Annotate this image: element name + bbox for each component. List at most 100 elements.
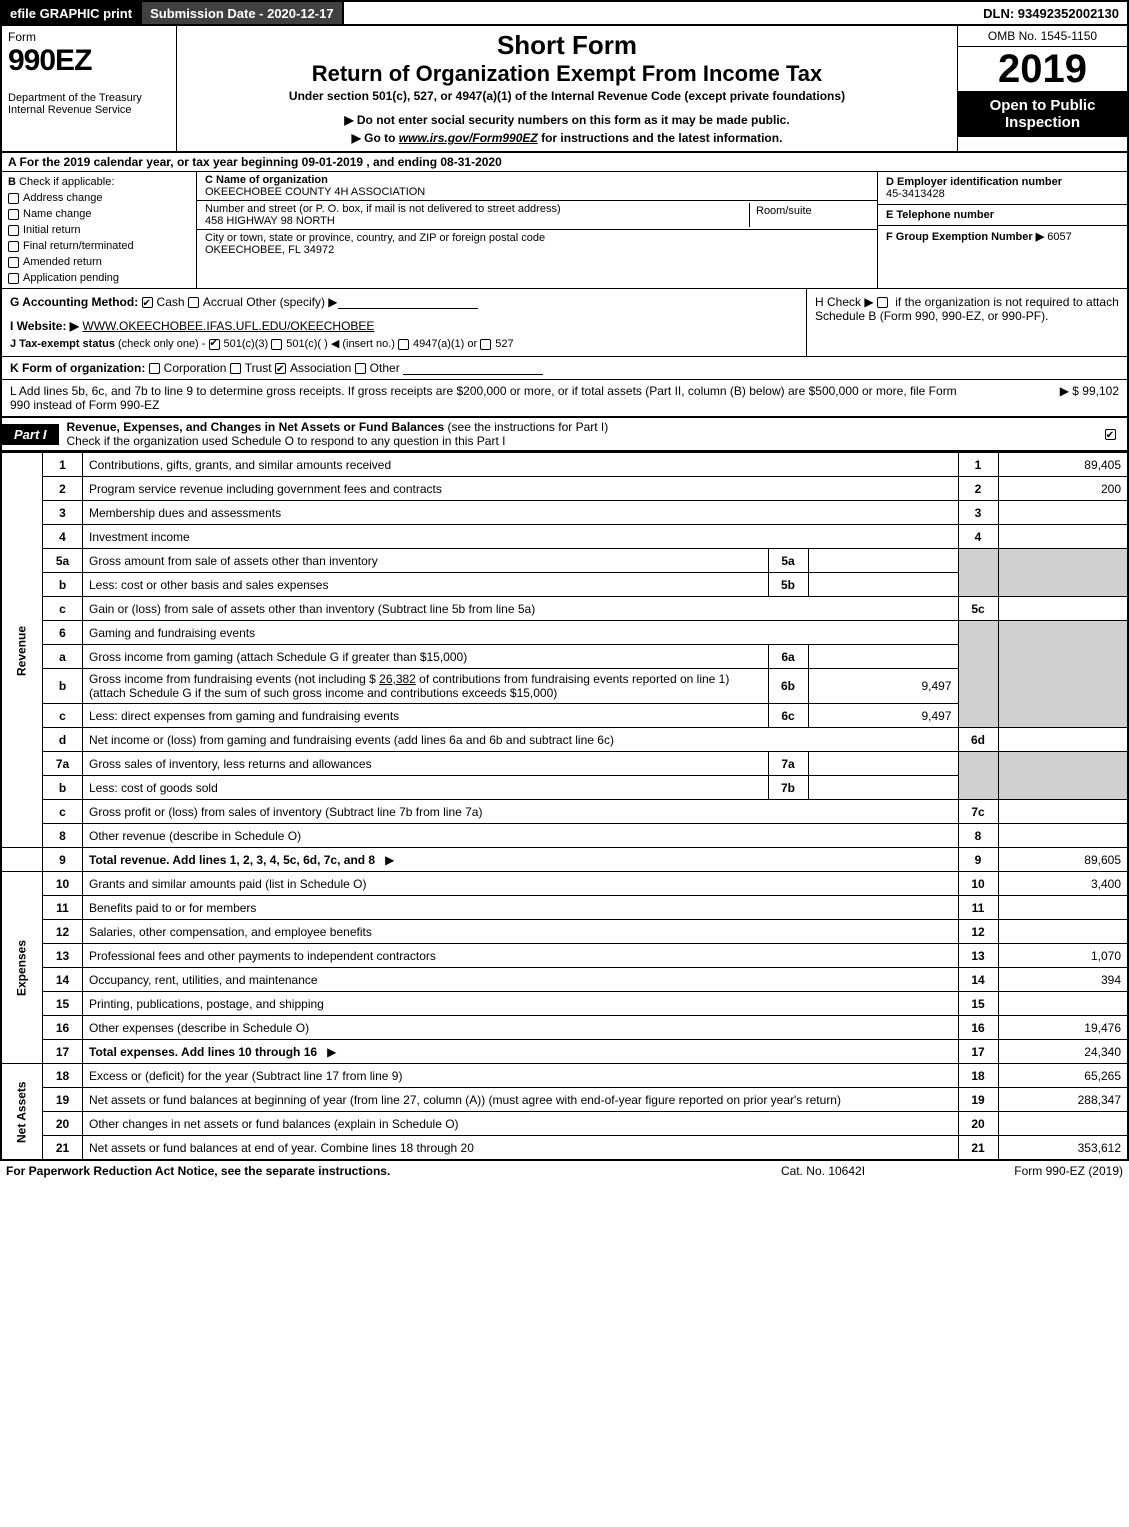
l7b-inval (808, 776, 958, 800)
goto-link[interactable]: www.irs.gov/Form990EZ (399, 131, 538, 145)
l13-outlab: 13 (958, 944, 998, 968)
checkbox-amended[interactable] (8, 257, 19, 268)
l10-outlab: 10 (958, 872, 998, 896)
l9-val: 89,605 (998, 848, 1128, 872)
l7a-inlab: 7a (768, 752, 808, 776)
open-inspection: Open to Public Inspection (958, 91, 1127, 137)
l-amount: ▶ $ 99,102 (979, 384, 1119, 412)
l10-val: 3,400 (998, 872, 1128, 896)
l1-val: 89,405 (998, 453, 1128, 477)
g-other: Other (specify) ▶ (246, 295, 337, 309)
l12-val (998, 920, 1128, 944)
efile-print-button[interactable]: efile GRAPHIC print (2, 2, 142, 24)
l5a-inval (808, 549, 958, 573)
warn-ssn: ▶ Do not enter social security numbers o… (187, 113, 947, 127)
checkbox-trust[interactable] (230, 363, 241, 374)
k-trust: Trust (245, 361, 272, 375)
footer-form: Form 990-EZ (2019) (923, 1164, 1123, 1178)
checkbox-initial-return[interactable] (8, 225, 19, 236)
grey-5 (958, 549, 998, 597)
l10-desc: Grants and similar amounts paid (list in… (83, 872, 959, 896)
l14-outlab: 14 (958, 968, 998, 992)
i-website-value[interactable]: WWW.OKEECHOBEE.IFAS.UFL.EDU/OKEECHOBEE (82, 319, 374, 333)
l6c-num: c (43, 704, 83, 728)
checkbox-other-org[interactable] (355, 363, 366, 374)
checkbox-501c3[interactable] (209, 339, 220, 350)
page-footer: For Paperwork Reduction Act Notice, see … (0, 1160, 1129, 1181)
c-street-label: Number and street (or P. O. box, if mail… (205, 203, 749, 215)
form-header: Form 990EZ Department of the Treasury In… (0, 26, 1129, 153)
row-k: K Form of organization: Corporation Trus… (0, 356, 1129, 379)
l11-outlab: 11 (958, 896, 998, 920)
checkbox-527[interactable] (480, 339, 491, 350)
l5a-inlab: 5a (768, 549, 808, 573)
checkbox-501c[interactable] (271, 339, 282, 350)
l9-desc: Total revenue. Add lines 1, 2, 3, 4, 5c,… (83, 848, 959, 872)
footer-left: For Paperwork Reduction Act Notice, see … (6, 1164, 723, 1178)
l8-num: 8 (43, 824, 83, 848)
i-label: I Website: ▶ (10, 319, 79, 333)
checkbox-corp[interactable] (149, 363, 160, 374)
l13-num: 13 (43, 944, 83, 968)
row-a-period: A For the 2019 calendar year, or tax yea… (0, 153, 1129, 172)
g-accrual: Accrual (203, 295, 243, 309)
header-left: Form 990EZ Department of the Treasury In… (2, 26, 177, 151)
opt-amended: Amended return (23, 256, 102, 268)
tax-year: 2019 (958, 47, 1127, 91)
l5b-inlab: 5b (768, 573, 808, 597)
l21-outlab: 21 (958, 1136, 998, 1160)
l4-desc: Investment income (83, 525, 959, 549)
l6b-desc: Gross income from fundraising events (no… (83, 669, 769, 704)
l2-val: 200 (998, 477, 1128, 501)
l5a-num: 5a (43, 549, 83, 573)
j-501c3: 501(c)(3) (224, 338, 269, 350)
form-number: 990EZ (8, 44, 170, 78)
g-other-blank[interactable] (338, 295, 478, 309)
l14-desc: Occupancy, rent, utilities, and maintena… (83, 968, 959, 992)
l6-num: 6 (43, 621, 83, 645)
header-right: OMB No. 1545-1150 2019 Open to Public In… (957, 26, 1127, 151)
b-options: Address change Name change Initial retur… (8, 192, 190, 284)
checkbox-final-return[interactable] (8, 241, 19, 252)
checkbox-h[interactable] (877, 297, 888, 308)
part-1-header: Part I Revenue, Expenses, and Changes in… (0, 417, 1129, 452)
l12-num: 12 (43, 920, 83, 944)
checkbox-cash[interactable] (142, 297, 153, 308)
k-corp: Corporation (164, 361, 227, 375)
checkbox-accrual[interactable] (188, 297, 199, 308)
h-pre: H Check ▶ (815, 295, 877, 309)
box-def: D Employer identification number 45-3413… (877, 172, 1127, 288)
l4-val (998, 525, 1128, 549)
checkbox-name-change[interactable] (8, 209, 19, 220)
c-city-value: OKEECHOBEE, FL 34972 (205, 244, 869, 256)
l9-num: 9 (43, 848, 83, 872)
g-label: G Accounting Method: (10, 295, 138, 309)
l11-desc: Benefits paid to or for members (83, 896, 959, 920)
l3-num: 3 (43, 501, 83, 525)
checkbox-schedule-o[interactable] (1105, 429, 1116, 440)
grey-7v (998, 752, 1128, 800)
l6-desc: Gaming and fundraising events (83, 621, 959, 645)
checkbox-app-pending[interactable] (8, 273, 19, 284)
subtitle-code: Under section 501(c), 527, or 4947(a)(1)… (187, 89, 947, 103)
l5b-num: b (43, 573, 83, 597)
j-note: (check only one) - (118, 338, 205, 350)
side-expenses: Expenses (1, 872, 43, 1064)
c-name-label: C Name of organization (205, 174, 869, 186)
l4-num: 4 (43, 525, 83, 549)
l5c-num: c (43, 597, 83, 621)
opt-name: Name change (23, 208, 92, 220)
box-b: B Check if applicable: Address change Na… (2, 172, 197, 288)
l5c-outlab: 5c (958, 597, 998, 621)
checkbox-4947[interactable] (398, 339, 409, 350)
k-other-blank[interactable] (403, 361, 543, 375)
p1-title-note: (see the instructions for Part I) (448, 420, 609, 434)
l21-val: 353,612 (998, 1136, 1128, 1160)
l6a-desc: Gross income from gaming (attach Schedul… (83, 645, 769, 669)
l7a-desc: Gross sales of inventory, less returns a… (83, 752, 769, 776)
l15-desc: Printing, publications, postage, and shi… (83, 992, 959, 1016)
checkbox-assoc[interactable] (275, 363, 286, 374)
checkbox-address-change[interactable] (8, 193, 19, 204)
l19-val: 288,347 (998, 1088, 1128, 1112)
l6d-outlab: 6d (958, 728, 998, 752)
